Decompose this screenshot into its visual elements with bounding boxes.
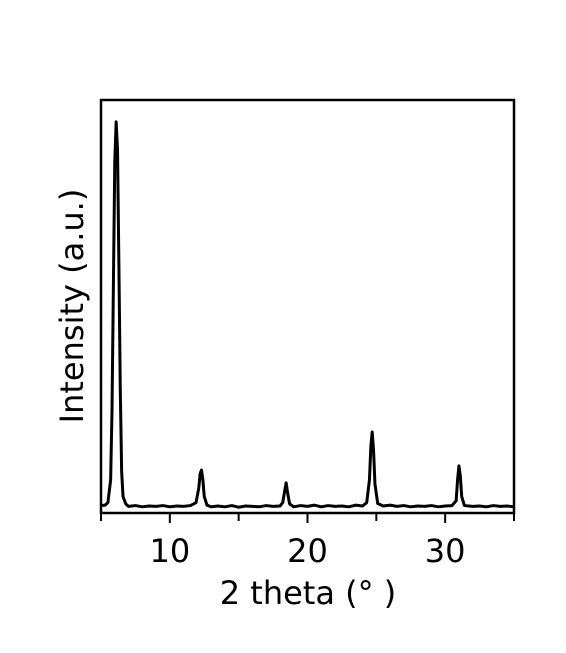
- x-tick-label: 20: [287, 532, 328, 570]
- data-line: [100, 120, 515, 509]
- x-tick-label: 30: [425, 532, 466, 570]
- x-axis-label: 2 theta (° ): [220, 574, 397, 612]
- x-tick-label: 10: [149, 532, 190, 570]
- plot-frame: [99, 98, 516, 515]
- y-axis-label: Intensity (a.u.): [53, 189, 91, 424]
